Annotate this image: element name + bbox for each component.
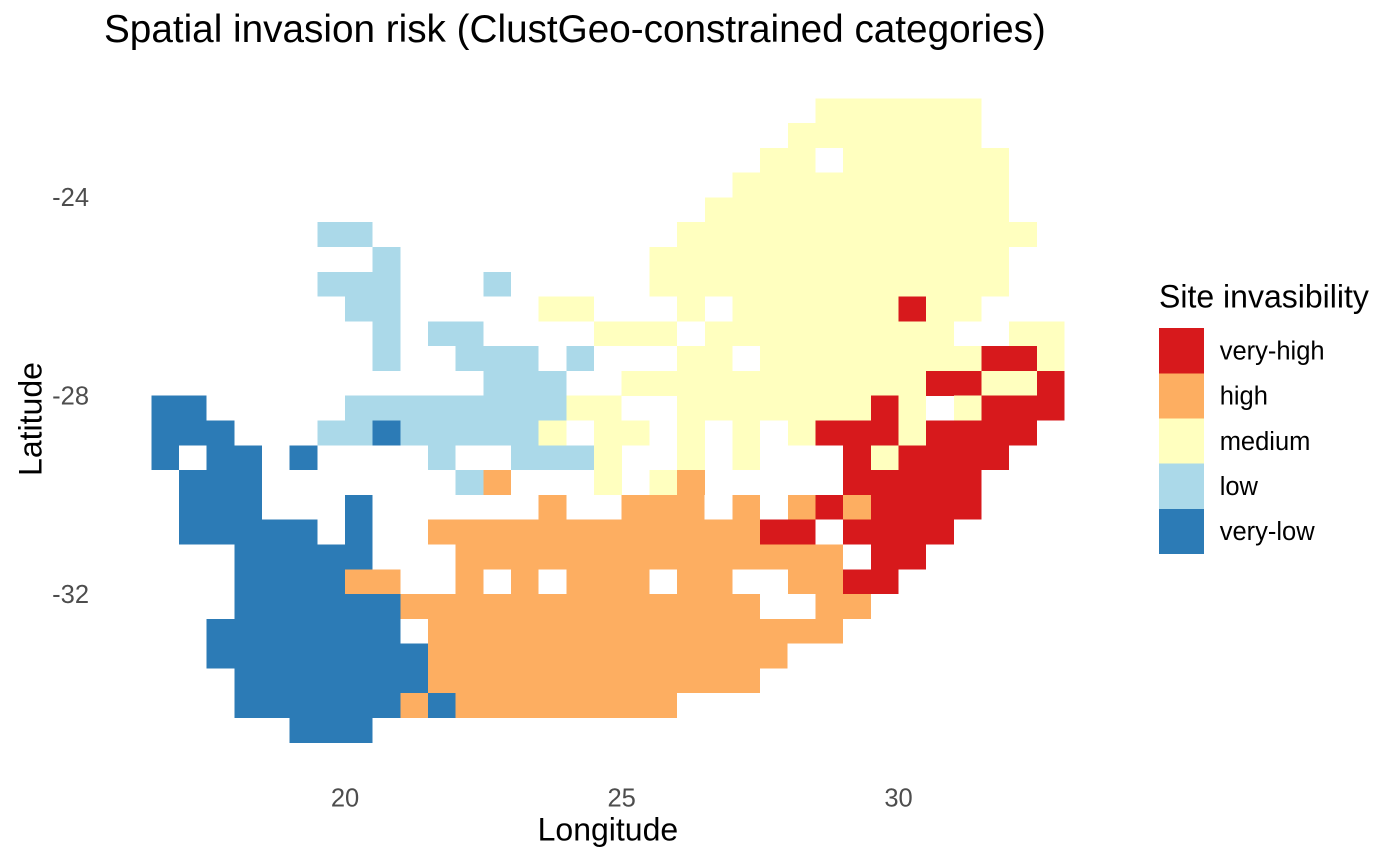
svg-text:-24: -24	[52, 184, 89, 212]
svg-text:low: low	[1220, 473, 1259, 501]
svg-text:30: 30	[884, 785, 912, 813]
svg-text:very-low: very-low	[1220, 518, 1316, 546]
svg-text:medium: medium	[1220, 428, 1311, 456]
svg-text:Longitude: Longitude	[538, 812, 679, 848]
svg-text:Latitude: Latitude	[13, 362, 49, 476]
svg-text:very-high: very-high	[1220, 338, 1325, 366]
svg-text:20: 20	[331, 785, 359, 813]
svg-text:25: 25	[608, 785, 636, 813]
svg-text:Site invasibility: Site invasibility	[1159, 279, 1369, 315]
svg-text:Spatial invasion risk (ClustGe: Spatial invasion risk (ClustGeo-constrai…	[104, 8, 1046, 51]
svg-text:-32: -32	[52, 581, 89, 609]
svg-text:-28: -28	[52, 383, 89, 411]
svg-text:high: high	[1220, 383, 1268, 411]
